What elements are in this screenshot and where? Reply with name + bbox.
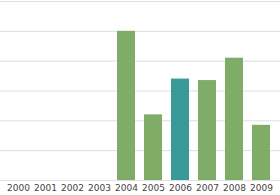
svg-text:2005: 2005 [142,183,165,193]
svg-text:2001: 2001 [34,183,57,193]
svg-text:2000: 2000 [7,183,30,193]
svg-text:2008: 2008 [223,183,246,193]
svg-text:2006: 2006 [169,183,192,193]
svg-text:2009: 2009 [250,183,273,193]
svg-text:2003: 2003 [88,183,111,193]
svg-text:2007: 2007 [196,183,219,193]
svg-text:2004: 2004 [115,183,138,193]
svg-text:2002: 2002 [61,183,84,193]
